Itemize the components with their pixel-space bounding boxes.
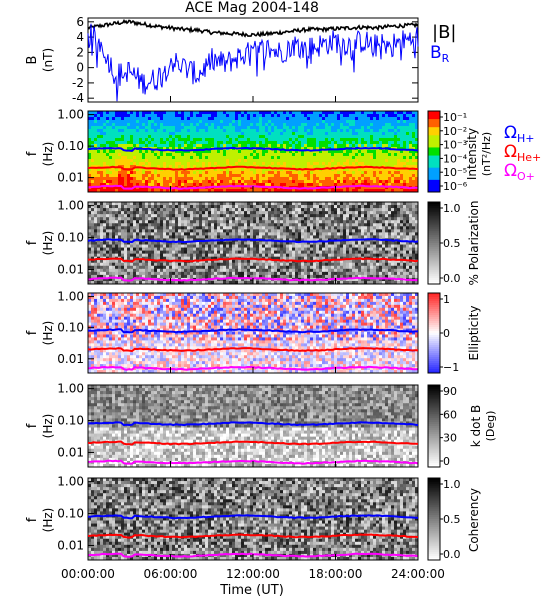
k-dot-b-yunits: (Hz) [41, 414, 55, 439]
freq-tick-label: 0.01 [57, 538, 84, 552]
k-dot-b-colorbar-tick-label: 90 [443, 385, 457, 398]
freq-tick-label: 0.10 [57, 321, 84, 335]
freq-tick-label: 0.01 [57, 171, 84, 185]
k-dot-b-spectrogram [88, 385, 418, 467]
coherency-cbar-label: Coherency [467, 488, 481, 552]
intensity-cbar-label: Intensity [465, 128, 479, 180]
k-dot-b-colorbar-tick-label: 30 [443, 432, 457, 445]
freq-tick-label: 0.01 [57, 445, 84, 459]
k-dot-b-colorbar: 90 60 30 0 [428, 385, 457, 468]
polarization-colorbar-tick-label: 0.0 [443, 272, 461, 285]
ellipticity-panel: 1.00 0.10 0.01 1 0 −1 [57, 290, 459, 374]
polarization-cbar-label: % Polarization [467, 201, 481, 286]
freq-tick-label: 1.00 [57, 199, 84, 213]
k-dot-b-colorbar-tick-label: 60 [443, 408, 457, 421]
intensity-colorbar-tick-label: 10⁻¹ [443, 111, 467, 124]
coherency-spectrogram [88, 478, 418, 560]
freq-tick-label: 0.10 [57, 414, 84, 428]
freq-tick-label: 0.01 [57, 352, 84, 366]
polarization-colorbar-tick-label: 0.5 [443, 237, 461, 250]
coherency-panel: 1.00 0.10 0.01 1.0 0.5 0.0 [57, 475, 460, 561]
legend-bmag: |B| [432, 22, 456, 43]
mag-field-yunits: (nT) [41, 48, 55, 72]
mag-ytick-label: 0 [76, 61, 84, 75]
x-axis-label: Time (UT) [219, 583, 284, 598]
k-dot-b-cbar-label: k dot B [469, 405, 483, 447]
k-dot-b-ylabel: f [25, 423, 40, 428]
k-dot-b-panel: 1.00 0.10 0.01 90 60 30 0 [57, 382, 457, 468]
ellipticity-ylabel: f [25, 330, 40, 335]
x-tick-label: 00:00:00 [61, 567, 115, 581]
ellipticity-colorbar: 1 0 −1 [428, 293, 459, 374]
k-dot-b-cbar-units: (Deg) [484, 411, 497, 442]
intensity-colorbar-tick-label: 10⁻² [443, 125, 467, 138]
polarization-spectrogram [88, 202, 418, 284]
freq-tick-label: 0.01 [57, 262, 84, 276]
intensity-spectrogram [88, 111, 418, 192]
coherency-colorbar-tick-label: 0.0 [443, 548, 461, 561]
freq-tick-label: 1.00 [57, 475, 84, 489]
polarization-ylabel: f [25, 240, 40, 245]
mag-field-panel: 642 0-2-4 B (nT) |B| BR [25, 15, 456, 105]
mag-ytick-label: 6 [76, 15, 84, 29]
mag-field-frame [88, 18, 418, 102]
freq-tick-label: 1.00 [57, 290, 84, 304]
intensity-yunits: (Hz) [41, 142, 55, 167]
polarization-yunits: (Hz) [41, 231, 55, 256]
mag-ytick-label: -4 [72, 91, 84, 105]
mag-ytick-label: 2 [76, 45, 84, 59]
mag-field-ylabel: B [25, 56, 40, 65]
omega-o-label: ΩO+ [504, 161, 535, 183]
coherency-yunits: (Hz) [41, 508, 55, 533]
intensity-colorbar-tick-label: 10⁻³ [443, 139, 467, 152]
freq-tick-label: 0.10 [57, 507, 84, 521]
freq-tick-label: 1.00 [57, 382, 84, 396]
coherency-colorbar: 1.0 0.5 0.0 [428, 478, 461, 561]
chart-title: ACE Mag 2004-148 [185, 0, 319, 16]
polarization-colorbar: 1.0 0.5 0.0 [428, 202, 461, 285]
intensity-panel: 1.00 0.10 0.01 10⁻¹10⁻²10⁻³10⁻⁴10⁻⁵10⁻⁶ [57, 108, 468, 193]
freq-tick-label: 0.10 [57, 139, 84, 153]
ellipticity-colorbar-tick-label: 0 [443, 327, 450, 340]
ellipticity-spectrogram [88, 293, 418, 373]
x-tick-label: 24:00:00 [391, 567, 445, 581]
ellipticity-colorbar-tick-label: −1 [443, 361, 459, 374]
polarization-colorbar-tick-label: 1.0 [443, 202, 461, 215]
intensity-ylabel: f [25, 151, 40, 156]
intensity-cbar-units: (nT²/Hz) [480, 132, 493, 176]
x-tick-label: 12:00:00 [226, 567, 280, 581]
freq-tick-label: 1.00 [57, 108, 84, 122]
intensity-colorbar-tick-label: 10⁻⁵ [443, 166, 467, 179]
x-tick-label: 06:00:00 [144, 567, 198, 581]
polarization-panel: 1.00 0.10 0.01 1.0 0.5 0.0 [57, 199, 460, 285]
coherency-ylabel: f [25, 517, 40, 522]
k-dot-b-colorbar-tick-label: 0 [443, 455, 450, 468]
mag-ytick-label: 4 [76, 30, 84, 44]
x-tick-label: 18:00:00 [309, 567, 363, 581]
ellipticity-colorbar-tick-label: 1 [443, 293, 450, 306]
intensity-colorbar: 10⁻¹10⁻²10⁻³10⁻⁴10⁻⁵10⁻⁶ [428, 111, 468, 193]
coherency-colorbar-tick-label: 1.0 [443, 478, 461, 491]
freq-tick-label: 0.10 [57, 231, 84, 245]
ellipticity-cbar-label: Ellipticity [467, 306, 481, 361]
intensity-colorbar-tick-label: 10⁻⁶ [443, 180, 468, 193]
legend-br: BR [430, 43, 450, 65]
coherency-colorbar-tick-label: 0.5 [443, 513, 461, 526]
mag-ytick-label: -2 [72, 76, 84, 90]
ellipticity-yunits: (Hz) [41, 321, 55, 346]
